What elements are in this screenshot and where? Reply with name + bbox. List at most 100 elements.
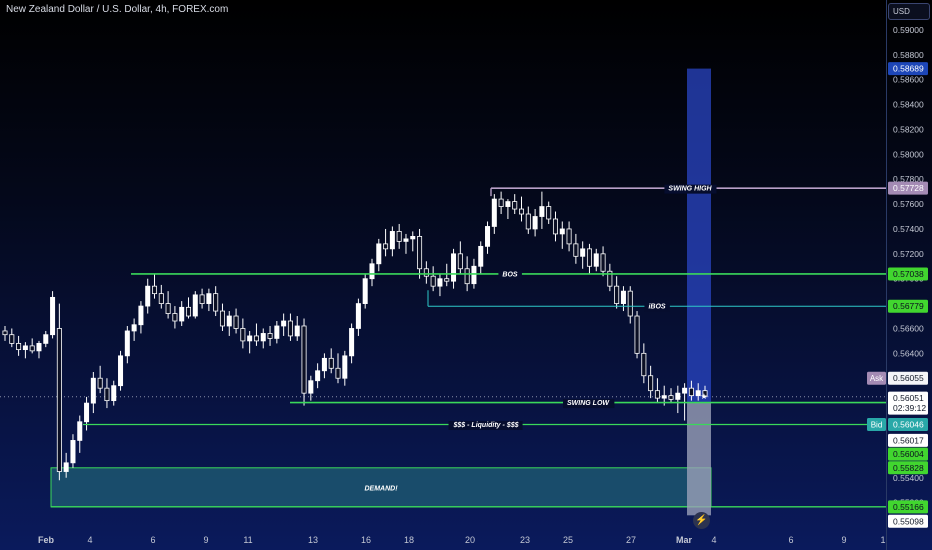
candle-body [233, 315, 239, 329]
y-tick-label: 0.56600 [893, 323, 924, 333]
x-tick-label: 9 [203, 535, 208, 545]
demand-zone [50, 467, 712, 508]
candle-body [111, 385, 117, 402]
candle-body [430, 275, 436, 287]
candle-body [396, 231, 402, 242]
candle-body [505, 201, 511, 207]
x-tick-label: 23 [520, 535, 530, 545]
candle-body [2, 330, 8, 336]
position-profit-box [687, 68, 711, 403]
x-tick-label: 13 [308, 535, 318, 545]
candle-body [335, 367, 341, 379]
candle-body [552, 218, 558, 235]
price-tag-bg [888, 299, 928, 313]
x-tick-label: 1 [880, 535, 885, 545]
candle-body [260, 333, 266, 342]
candle-body [389, 231, 395, 250]
price-tag-bg [888, 461, 928, 475]
candle-body [97, 377, 103, 389]
swing-low-label: SWING LOW [567, 400, 610, 407]
price-tag-bid-bg [888, 418, 928, 432]
y-tick-label: 0.56400 [893, 348, 924, 358]
candle-body [77, 421, 83, 441]
y-tick-label: 0.57600 [893, 199, 924, 209]
candle-body [56, 328, 62, 472]
candle-body [301, 325, 307, 394]
price-tag-bid-label: Bid [871, 421, 883, 430]
candle-body [498, 198, 504, 207]
candle-body [682, 387, 688, 394]
candle-body [138, 305, 144, 326]
price-tag-value: 0.56004 [893, 449, 924, 459]
candle-body [661, 395, 667, 399]
price-tag-value: 02:39:12 [893, 403, 926, 413]
swing-low-label-bg [563, 399, 615, 409]
candle-body [451, 253, 457, 282]
candle-body [654, 390, 660, 399]
candle-body [240, 328, 246, 342]
candle-body [43, 334, 49, 344]
candle-body [566, 228, 572, 245]
liquidity-label-bg [448, 421, 523, 431]
candle-body [16, 342, 22, 351]
candle-body [688, 387, 694, 397]
candle-body [29, 345, 35, 352]
x-tick-label: 27 [626, 535, 636, 545]
candle-body [525, 213, 531, 230]
candle-body [50, 296, 56, 336]
lightning-icon[interactable]: ⚡ [693, 512, 710, 529]
candle-body [641, 352, 647, 377]
candle-body [22, 345, 28, 351]
price-tag-value: 0.55166 [893, 502, 924, 512]
candle-body [702, 390, 708, 398]
price-tag-ask-bg [888, 371, 928, 385]
candle-body [532, 216, 538, 230]
y-tick-label: 0.58200 [893, 124, 924, 134]
price-tag-bg [888, 391, 928, 405]
candle-body [437, 278, 443, 287]
candle-body [152, 285, 158, 295]
price-tag-bg [888, 181, 928, 195]
price-tag-value: 0.55828 [893, 463, 924, 473]
x-tick-label: 16 [361, 535, 371, 545]
candle-body [253, 335, 259, 342]
candle-body [675, 392, 681, 400]
candle-body [90, 377, 96, 404]
price-tag-value: 0.57728 [893, 183, 924, 193]
star-icon: ★ [700, 392, 707, 401]
candle-body [36, 342, 42, 352]
candle-body [219, 310, 225, 327]
ibos-label-bg [644, 302, 670, 312]
candle-body [165, 303, 171, 314]
x-tick-label: 6 [788, 535, 793, 545]
swing-high-label-bg [664, 184, 717, 194]
candle-body [444, 278, 450, 282]
price-tag-value: 0.58689 [893, 64, 924, 74]
candle-body [294, 325, 300, 337]
x-tick-label: Mar [676, 535, 693, 545]
currency-selector[interactable]: USD [888, 3, 930, 20]
candle-body [423, 268, 429, 277]
swing-high-label: SWING HIGH [668, 186, 712, 193]
y-tick-label: 0.58400 [893, 100, 924, 110]
candle-body [417, 236, 423, 270]
candle-body [213, 293, 219, 312]
liquidity-label: $$$ - Liquidity - $$$ [453, 422, 519, 429]
candle-body [124, 330, 130, 357]
candle-body [70, 440, 76, 464]
y-tick-label: 0.55400 [893, 473, 924, 483]
position-loss-box [687, 402, 711, 516]
price-axis[interactable] [886, 0, 932, 550]
candle-body [84, 402, 90, 423]
bos-label: BOS [502, 271, 518, 278]
x-tick-label: 25 [563, 535, 573, 545]
price-tag-bg [888, 500, 928, 514]
price-tag-value: 0.56051 [893, 393, 924, 403]
candle-body [546, 206, 552, 220]
candle-body [321, 357, 327, 372]
x-tick-label: 11 [243, 535, 252, 545]
candle-body [518, 208, 525, 215]
candle-body [607, 270, 613, 287]
y-tick-label: 0.58800 [893, 50, 924, 60]
